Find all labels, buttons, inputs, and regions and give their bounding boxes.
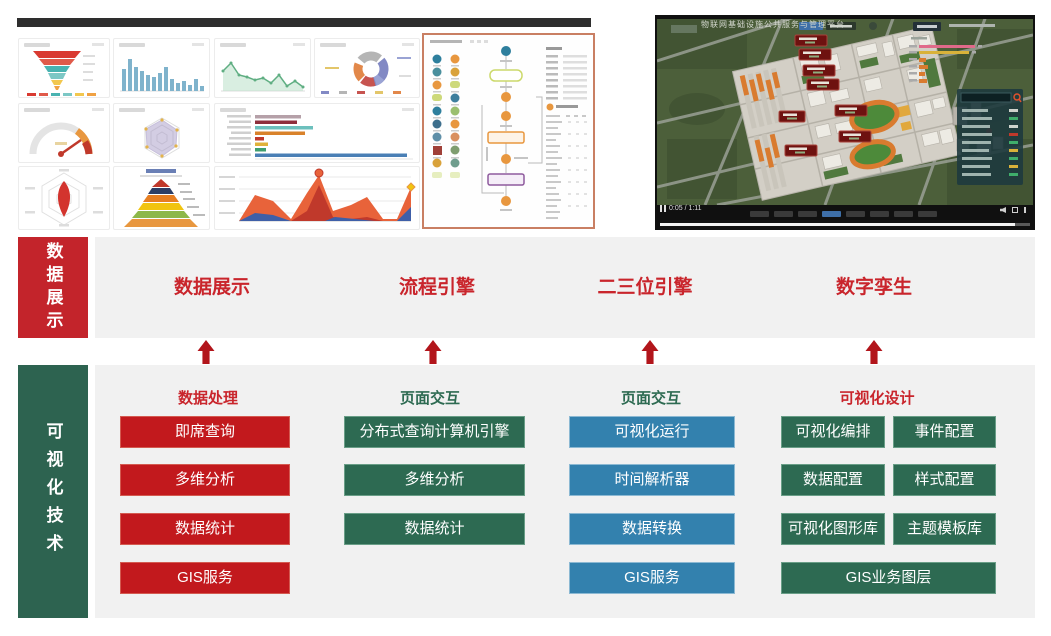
tile-icons — [293, 43, 305, 46]
video-title: 物联网基础设施公共服务与管理平台 — [701, 20, 845, 29]
gauge-chart — [29, 122, 93, 157]
display-label-flow-engine: 流程引擎 — [398, 277, 476, 298]
display-label-data-show: 数据展示 — [173, 277, 251, 298]
button-multidim-analysis-2[interactable]: 多维分析 — [344, 464, 525, 496]
button-gis-business-layer[interactable]: GIS业务图层 — [781, 562, 996, 594]
tile-icons — [92, 108, 104, 111]
pyramid-chart — [124, 169, 205, 227]
button-theme-template-library[interactable]: 主题模板库 — [893, 513, 996, 545]
volume-icon[interactable] — [1000, 207, 1006, 213]
button-gis-service[interactable]: GIS服务 — [120, 562, 290, 594]
tile-title-bar — [119, 43, 145, 47]
column-header-page-interaction-1: 页面交互 — [399, 390, 461, 407]
display-band-sidebar: 数据展示 — [18, 237, 88, 338]
digital-twin-video: 物联网基础设施公共服务与管理平台 0:05 / 1:11 — [655, 15, 1035, 230]
funnel-chart — [27, 51, 96, 96]
stacked-area-chart-tile — [214, 166, 420, 230]
campus-3d-map — [657, 19, 1033, 205]
dashboard-collage — [18, 33, 420, 230]
flowchart-canvas — [430, 40, 587, 219]
video-progress-bar[interactable] — [660, 223, 1030, 226]
display-label-digital-twin: 数字孪生 — [835, 277, 913, 298]
pause-icon[interactable] — [660, 205, 666, 212]
gauge-chart-tile — [18, 103, 110, 163]
rose-radar-chart — [25, 169, 103, 227]
map-nav-chip[interactable] — [798, 211, 817, 217]
flowchart-panel — [422, 33, 595, 229]
up-arrow-icon — [424, 340, 442, 364]
button-distributed-query-engine[interactable]: 分布式查询计算机引擎 — [344, 416, 525, 448]
tile-title-bar — [119, 108, 145, 112]
button-data-transform[interactable]: 数据转换 — [569, 513, 735, 545]
funnel-chart-tile — [18, 38, 110, 98]
tile-icons — [92, 43, 104, 46]
display-label-2d3d-engine: 二三位引擎 — [597, 277, 693, 298]
map-nav-chip[interactable] — [846, 211, 865, 217]
display-band — [95, 237, 1035, 338]
up-arrow-icon — [197, 340, 215, 364]
column-header-visual-design: 可视化设计 — [839, 390, 915, 407]
bar-chart-tile — [113, 38, 210, 98]
tile-title-bar — [24, 108, 50, 112]
tile-icons — [402, 43, 414, 46]
fullscreen-icon[interactable] — [1012, 207, 1018, 213]
tile-icons — [192, 108, 204, 111]
button-visual-runtime[interactable]: 可视化运行 — [569, 416, 735, 448]
up-arrow-icon — [641, 340, 659, 364]
top-divider-bar — [17, 18, 591, 27]
tile-icons — [192, 43, 204, 46]
column-header-page-interaction-2: 页面交互 — [620, 390, 682, 407]
tech-band-sidebar: 可视化技术 — [18, 365, 88, 618]
map-nav-chip[interactable] — [774, 211, 793, 217]
button-gis-service-2[interactable]: GIS服务 — [569, 562, 735, 594]
donut-chart-tile — [314, 38, 420, 98]
horizontal-bar-chart-tile — [214, 103, 420, 163]
button-adhoc-query[interactable]: 即席查询 — [120, 416, 290, 448]
map-nav-chip[interactable] — [918, 211, 937, 217]
column-header-data-processing: 数据处理 — [177, 390, 239, 407]
rose-radar-chart-tile — [18, 166, 110, 230]
tile-title-bar — [220, 43, 246, 47]
donut-chart — [321, 51, 411, 94]
menu-icon[interactable] — [1024, 207, 1026, 213]
bar-chart — [120, 59, 204, 92]
line-chart-tile — [214, 38, 311, 98]
radar-chart — [144, 117, 180, 159]
button-visual-graphics-library[interactable]: 可视化图形库 — [781, 513, 885, 545]
button-style-config[interactable]: 样式配置 — [893, 464, 996, 496]
map-nav-chip[interactable] — [894, 211, 913, 217]
map-nav-chip-active[interactable] — [822, 211, 841, 217]
line-chart — [221, 61, 305, 92]
button-event-config[interactable]: 事件配置 — [893, 416, 996, 448]
tile-title-bar — [220, 108, 246, 112]
map-nav-chip[interactable] — [750, 211, 769, 217]
button-multidim-analysis[interactable]: 多维分析 — [120, 464, 290, 496]
radar-chart-tile — [113, 103, 210, 163]
video-time-label: 0:05 / 1:11 — [669, 205, 702, 212]
button-data-statistics-2[interactable]: 数据统计 — [344, 513, 525, 545]
tile-title-bar — [320, 43, 346, 47]
up-arrow-icon — [865, 340, 883, 364]
tile-title-bar — [24, 43, 50, 47]
button-data-statistics[interactable]: 数据统计 — [120, 513, 290, 545]
button-time-parser[interactable]: 时间解析器 — [569, 464, 735, 496]
button-data-config[interactable]: 数据配置 — [781, 464, 885, 496]
button-visual-orchestration[interactable]: 可视化编排 — [781, 416, 885, 448]
stacked-area-chart — [219, 168, 416, 222]
tile-icons — [402, 108, 414, 111]
horizontal-bar-chart — [227, 115, 413, 160]
map-nav-chip[interactable] — [870, 211, 889, 217]
pyramid-chart-tile — [113, 166, 210, 230]
